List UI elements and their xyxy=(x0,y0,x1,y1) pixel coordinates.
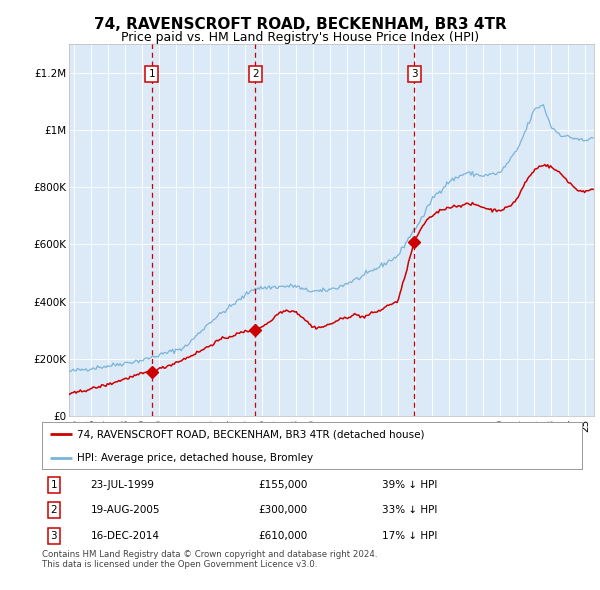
Text: 39% ↓ HPI: 39% ↓ HPI xyxy=(382,480,437,490)
Text: 17% ↓ HPI: 17% ↓ HPI xyxy=(382,531,437,541)
Text: £300,000: £300,000 xyxy=(258,506,307,515)
Text: 2: 2 xyxy=(50,506,57,515)
Text: 19-AUG-2005: 19-AUG-2005 xyxy=(91,506,160,515)
Text: HPI: Average price, detached house, Bromley: HPI: Average price, detached house, Brom… xyxy=(77,453,313,463)
Text: 33% ↓ HPI: 33% ↓ HPI xyxy=(382,506,437,515)
Text: 23-JUL-1999: 23-JUL-1999 xyxy=(91,480,155,490)
Text: £155,000: £155,000 xyxy=(258,480,307,490)
Text: 1: 1 xyxy=(50,480,57,490)
Text: 74, RAVENSCROFT ROAD, BECKENHAM, BR3 4TR: 74, RAVENSCROFT ROAD, BECKENHAM, BR3 4TR xyxy=(94,17,506,31)
Text: Price paid vs. HM Land Registry's House Price Index (HPI): Price paid vs. HM Land Registry's House … xyxy=(121,31,479,44)
Text: Contains HM Land Registry data © Crown copyright and database right 2024.
This d: Contains HM Land Registry data © Crown c… xyxy=(42,550,377,569)
Text: 2: 2 xyxy=(252,69,259,79)
Text: 3: 3 xyxy=(50,531,57,541)
Text: 16-DEC-2014: 16-DEC-2014 xyxy=(91,531,160,541)
Text: £610,000: £610,000 xyxy=(258,531,307,541)
Text: 3: 3 xyxy=(411,69,418,79)
Text: 1: 1 xyxy=(148,69,155,79)
Text: 74, RAVENSCROFT ROAD, BECKENHAM, BR3 4TR (detached house): 74, RAVENSCROFT ROAD, BECKENHAM, BR3 4TR… xyxy=(77,429,425,439)
